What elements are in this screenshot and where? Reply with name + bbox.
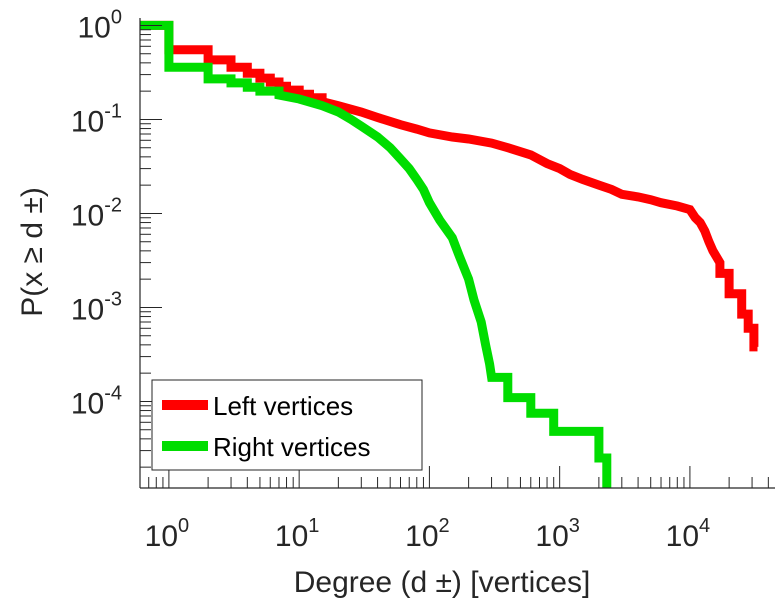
- y-tick-label: 100: [78, 6, 123, 44]
- legend-label-right: Right vertices: [213, 432, 371, 462]
- series-line-left-vertices: [140, 20, 759, 352]
- series-line-right-vertices: [140, 20, 612, 488]
- y-tick-label: 10-3: [71, 288, 122, 326]
- legend-label-left: Left vertices: [213, 391, 353, 421]
- y-tick-label: 10-1: [71, 100, 122, 138]
- x-tick-label: 102: [405, 515, 450, 553]
- x-tick-label: 103: [535, 515, 580, 553]
- x-tick-label: 101: [275, 515, 320, 553]
- y-tick-label: 10-2: [71, 194, 122, 232]
- y-axis-title: P(x ≥ d ±): [16, 187, 49, 317]
- y-tick-label: 10-4: [71, 382, 122, 420]
- legend: Left vertices Right vertices: [151, 379, 423, 471]
- legend-box: [151, 379, 423, 471]
- x-tick-label: 104: [666, 515, 711, 553]
- x-axis-title: Degree (d ±) [vertices]: [294, 566, 591, 599]
- x-tick-label: 100: [145, 515, 190, 553]
